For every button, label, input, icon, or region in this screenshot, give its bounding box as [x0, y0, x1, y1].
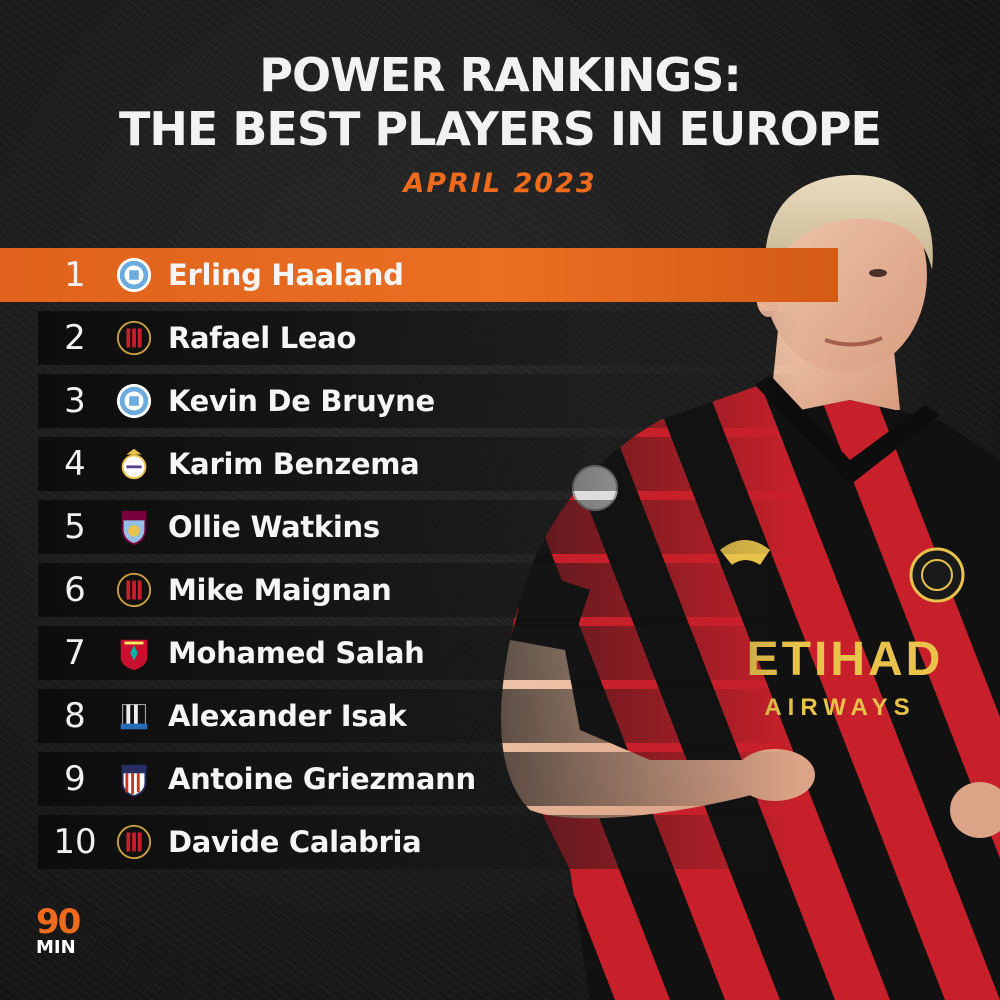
- ac-milan-crest-icon: [112, 316, 156, 360]
- player-name: Mohamed Salah: [168, 636, 425, 670]
- ranking-row-10: 10 Davide Calabria: [38, 815, 798, 869]
- rankings-list: 1 Erling Haaland 2 Rafael Leao 3 Kevin D…: [0, 248, 838, 878]
- page-subtitle: APRIL 2023: [403, 168, 597, 199]
- man-city-crest-icon: [112, 379, 156, 423]
- rank-number: 10: [53, 822, 97, 862]
- ranking-row-6: 6 Mike Maignan: [38, 563, 798, 617]
- player-name: Karim Benzema: [168, 447, 420, 481]
- player-name: Alexander Isak: [168, 699, 407, 733]
- ranking-row-2: 2 Rafael Leao: [38, 311, 798, 365]
- logo-number: 90: [36, 902, 81, 942]
- player-name: Ollie Watkins: [168, 510, 380, 544]
- ranking-row-3: 3 Kevin De Bruyne: [38, 374, 798, 428]
- ranking-row-9: 9 Antoine Griezmann: [38, 752, 798, 806]
- rank-number: 1: [64, 255, 86, 295]
- rank-number: 4: [64, 444, 86, 484]
- player-name: Rafael Leao: [168, 321, 357, 355]
- newcastle-crest-icon: [112, 694, 156, 738]
- rank-number: 6: [64, 570, 86, 610]
- title-line-1: POWER RANKINGS:: [259, 48, 741, 102]
- rank-number: 9: [64, 759, 86, 799]
- rank-number: 3: [64, 381, 86, 421]
- page-title: POWER RANKINGS: THE BEST PLAYERS IN EURO…: [0, 48, 1000, 156]
- rank-number: 5: [64, 507, 86, 547]
- ranking-row-8: 8 Alexander Isak: [38, 689, 798, 743]
- aston-villa-crest-icon: [112, 505, 156, 549]
- ranking-row-5: 5 Ollie Watkins: [38, 500, 798, 554]
- player-name: Davide Calabria: [168, 825, 422, 859]
- player-name: Erling Haaland: [168, 258, 404, 292]
- liverpool-crest-icon: [112, 631, 156, 675]
- real-madrid-crest-icon: [112, 442, 156, 486]
- rank-number: 7: [64, 633, 86, 673]
- ranking-row-7: 7 Mohamed Salah: [38, 626, 798, 680]
- ranking-row-4: 4 Karim Benzema: [38, 437, 798, 491]
- ac-milan-crest-icon: [112, 568, 156, 612]
- title-line-2: THE BEST PLAYERS IN EUROPE: [119, 102, 882, 156]
- ranking-row-1: 1 Erling Haaland: [0, 248, 838, 302]
- player-name: Antoine Griezmann: [168, 762, 476, 796]
- 90min-logo: 90 MIN: [36, 902, 88, 966]
- man-city-crest-icon: [112, 253, 156, 297]
- ac-milan-crest-icon: [112, 820, 156, 864]
- player-name: Kevin De Bruyne: [168, 384, 435, 418]
- logo-text: MIN: [36, 937, 76, 958]
- rank-number: 8: [64, 696, 86, 736]
- player-name: Mike Maignan: [168, 573, 392, 607]
- atletico-madrid-crest-icon: [112, 757, 156, 801]
- rank-number: 2: [64, 318, 86, 358]
